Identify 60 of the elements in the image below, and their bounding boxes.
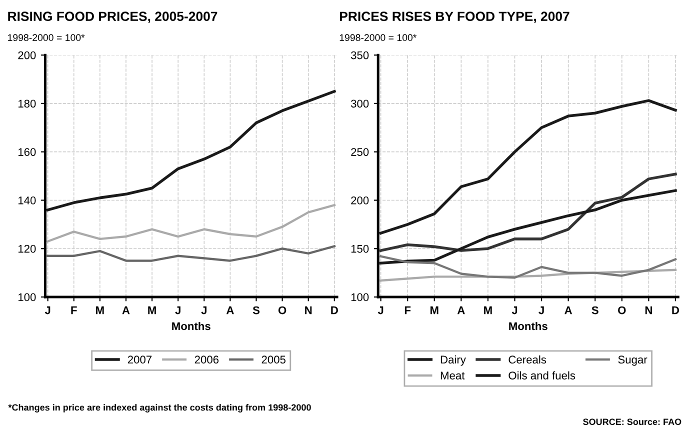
line-series <box>46 204 336 242</box>
legend-label: Cereals <box>508 355 546 364</box>
x-tick-label: N <box>645 306 652 314</box>
line-series <box>380 255 677 279</box>
x-tick-label: O <box>278 306 286 314</box>
x-tick-label: J <box>44 306 50 314</box>
y-tick-label: 300 <box>350 100 369 108</box>
x-tick-label: A <box>226 306 234 314</box>
x-tick-label: M <box>430 306 438 314</box>
legend-label: 2005 <box>262 356 286 364</box>
source-note: SOURCE: Source: FAO <box>583 418 682 426</box>
y-tick-label: 200 <box>351 196 369 204</box>
y-tick-label: 100 <box>351 293 369 302</box>
legend-label: 2007 <box>128 356 152 364</box>
x-tick-label: A <box>564 306 572 314</box>
x-tick-label: J <box>175 306 180 314</box>
y-tick-label: 180 <box>18 100 36 108</box>
legend-label: Sugar <box>618 356 648 366</box>
x-tick-label: J <box>538 306 544 314</box>
x-tick-label: F <box>404 306 411 314</box>
line-series <box>46 245 336 262</box>
text: *Changes in price are indexed against the costs dating from 1998-2000 <box>8 404 311 412</box>
chart-subtitle: 1998-2000 = 100* <box>8 34 85 42</box>
y-tick-label: 140 <box>18 196 36 204</box>
x-tick-label: M <box>96 306 104 314</box>
x-axis-title: Months <box>172 322 210 330</box>
x-tick-label: S <box>252 306 260 314</box>
y-tick-label: 100 <box>18 293 36 302</box>
legend-label: Meat <box>440 372 465 380</box>
chart-title: PRICES RISES BY FOOD TYPE, 2007 <box>340 12 570 23</box>
x-tick-label: A <box>457 306 465 314</box>
x-tick-label: M <box>484 306 492 314</box>
y-tick-label: 200 <box>18 51 36 60</box>
x-tick-label: J <box>201 306 206 314</box>
line-series <box>379 189 677 265</box>
x-tick-label: N <box>305 306 312 314</box>
line-series <box>46 90 336 212</box>
chart-title: RISING FOOD PRICES, 2005-2007 <box>8 12 218 23</box>
legend-label: Oils and fuels <box>508 371 576 380</box>
x-tick-label: D <box>331 306 338 314</box>
x-tick-label: J <box>512 306 518 314</box>
line-series <box>379 99 677 235</box>
x-tick-label: D <box>672 306 680 314</box>
y-tick-label: 250 <box>351 148 369 156</box>
y-tick-label: 150 <box>351 244 369 253</box>
legend-label: 2006 <box>194 356 219 364</box>
chart-subtitle: 1998-2000 = 100* <box>340 34 417 42</box>
x-tick-label: M <box>148 306 156 314</box>
y-tick-label: 120 <box>18 244 36 253</box>
x-axis-title: Months <box>509 322 548 330</box>
y-tick-label: 160 <box>18 148 36 156</box>
x-tick-label: S <box>592 306 598 314</box>
x-tick-label: F <box>71 306 77 314</box>
x-tick-label: A <box>122 306 130 314</box>
x-tick-label: J <box>378 306 384 314</box>
x-tick-label: O <box>618 306 626 314</box>
y-tick-label: 350 <box>350 51 369 60</box>
line-series <box>379 172 677 252</box>
legend-label: Dairy <box>440 355 466 366</box>
line-series <box>380 268 677 282</box>
